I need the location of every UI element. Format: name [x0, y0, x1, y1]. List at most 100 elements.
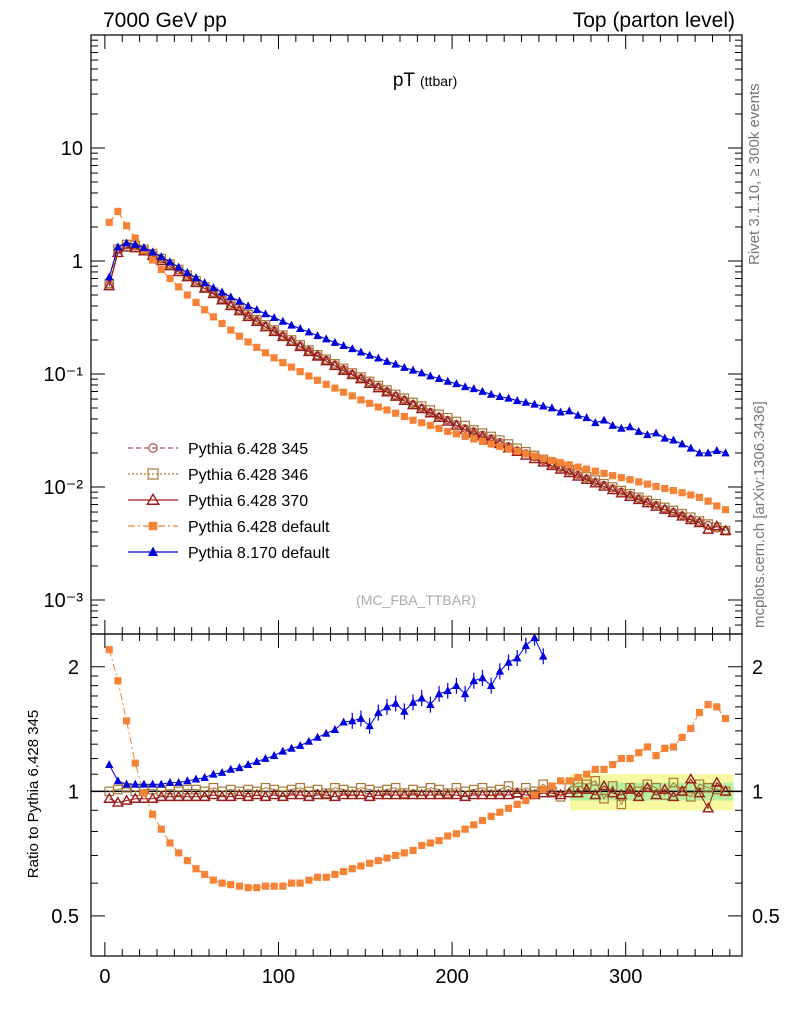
ratio-data-point: [695, 709, 704, 717]
ratio-series-line: [108, 636, 544, 785]
ratio-data-point: [522, 796, 530, 805]
ratio-data-point: [616, 799, 627, 810]
data-point: [669, 435, 678, 444]
ratio-data-point: [635, 749, 643, 757]
ratio-data-point: [661, 744, 669, 752]
ratio-data-point: [165, 777, 175, 786]
data-point: [606, 483, 619, 495]
data-point: [114, 207, 122, 215]
rivet-label: Rivet 3.1.10, ≥ 300k events: [746, 83, 763, 265]
analysis-watermark: (MC_FBA_TTBAR): [356, 592, 476, 608]
data-point: [216, 293, 229, 305]
ratio-data-point: [676, 785, 689, 796]
ratio-data-point: [270, 882, 278, 890]
data-point: [268, 325, 281, 337]
data-point: [424, 406, 437, 418]
ratio-data-point: [617, 754, 625, 763]
ratio-data-point: [486, 681, 496, 690]
series-line: [108, 210, 726, 511]
data-point: [589, 476, 602, 488]
data-point: [426, 371, 435, 380]
ratio-data-point: [243, 760, 253, 769]
data-point: [452, 430, 460, 438]
data-point: [322, 380, 330, 388]
data-point: [224, 299, 237, 311]
ratio-data-point: [565, 777, 573, 785]
ratio-data-point: [382, 702, 392, 711]
data-point: [207, 287, 220, 299]
data-point: [233, 304, 246, 316]
data-point: [486, 389, 496, 398]
ratio-data-point: [348, 716, 357, 725]
data-point: [183, 267, 192, 276]
series-pythia-8-170-default: [105, 238, 730, 457]
ratio-data-point: [658, 783, 671, 794]
data-point: [174, 262, 183, 271]
ratio-y-tick-label-right: 0.5: [752, 906, 780, 928]
ratio-series-pythia-6-428-default: [105, 646, 730, 892]
data-point: [120, 241, 133, 252]
ratio-data-point: [294, 788, 307, 800]
ratio-data-point: [450, 788, 463, 800]
ratio-data-point: [287, 879, 296, 887]
process-label: Top (parton level): [573, 9, 735, 32]
ratio-data-point: [320, 788, 333, 800]
main-panel: [103, 207, 732, 536]
ratio-data-point: [443, 686, 452, 695]
data-point: [383, 406, 391, 414]
ratio-data-point: [512, 653, 522, 662]
data-point: [235, 332, 243, 340]
ratio-data-point: [390, 782, 401, 793]
data-point: [366, 399, 374, 407]
data-point: [391, 359, 400, 368]
ratio-data-point: [235, 763, 244, 772]
x-tick-label: 300: [609, 966, 642, 988]
ratio-data-point: [643, 743, 651, 751]
ratio-data-point: [201, 870, 209, 878]
data-point: [721, 448, 730, 457]
legend-marker: [148, 546, 158, 556]
ratio-data-point: [502, 788, 515, 800]
data-point: [513, 447, 521, 455]
data-point: [530, 452, 539, 460]
ratio-data-point: [702, 802, 715, 813]
ratio-data-point: [415, 788, 428, 800]
data-point: [131, 239, 140, 248]
ratio-data-point: [470, 821, 478, 829]
data-point: [678, 489, 686, 497]
data-point: [340, 388, 348, 396]
data-point: [487, 440, 495, 448]
ratio-data-point: [615, 788, 628, 800]
data-point: [496, 442, 504, 451]
data-point: [545, 459, 558, 471]
data-point: [452, 379, 461, 388]
data-point: [461, 432, 469, 441]
ratio-data-point: [313, 873, 322, 881]
data-point: [591, 418, 600, 427]
ratio-data-point: [659, 790, 670, 800]
data-point: [713, 502, 721, 510]
x-tick-label: 0: [99, 966, 110, 988]
series-pythia-6-428-default: [105, 207, 730, 514]
data-point: [677, 439, 687, 448]
ratio-data-point: [469, 676, 478, 685]
data-point: [676, 510, 689, 521]
data-point: [172, 265, 185, 277]
data-point: [522, 450, 530, 458]
ratio-data-point: [348, 865, 356, 873]
ratio-data-point: [417, 693, 426, 702]
y-tick-label: 10⁻²: [44, 477, 84, 499]
ratio-series-line: [108, 649, 726, 889]
ratio-data-point: [504, 804, 513, 812]
ratio-y-tick-label: 1: [68, 781, 79, 803]
data-point: [539, 401, 548, 410]
data-point: [686, 443, 695, 452]
data-point: [617, 474, 625, 482]
data-point: [417, 368, 426, 377]
ratio-data-point: [719, 785, 732, 796]
data-point: [712, 445, 722, 454]
data-point: [139, 243, 149, 252]
data-point: [470, 435, 478, 443]
ratio-series-line: [108, 778, 726, 810]
